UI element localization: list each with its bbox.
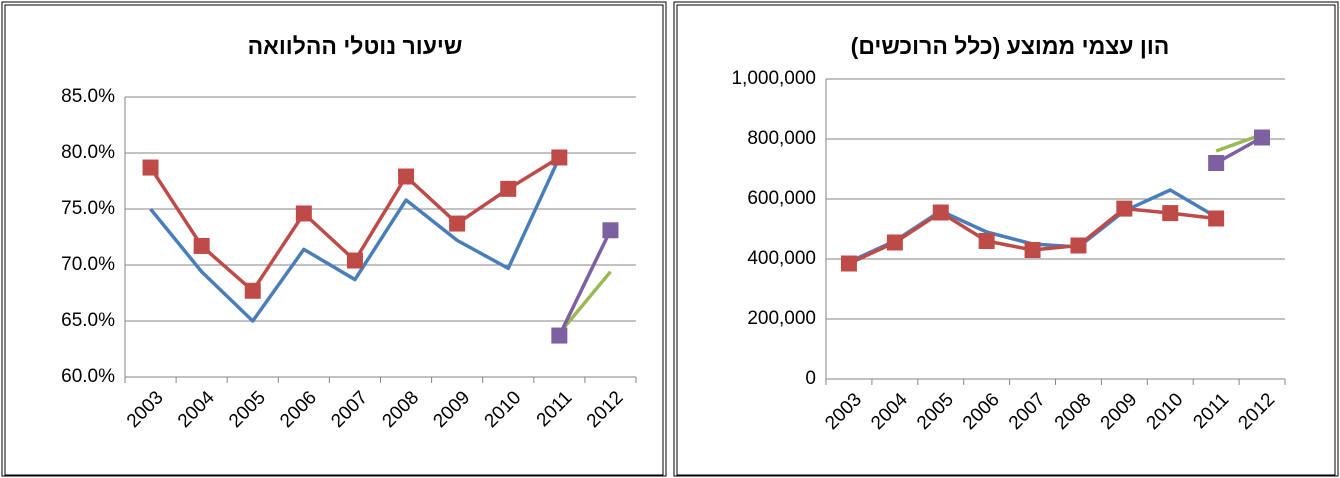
x-tick-label: 2005	[913, 389, 958, 434]
marker	[1208, 210, 1225, 227]
marker	[244, 282, 261, 299]
series-line	[557, 229, 613, 337]
y-tick-label: 200,000	[747, 308, 816, 329]
series-line	[149, 156, 561, 323]
x-tick-label: 2009	[429, 387, 474, 432]
y-tick-label: 60.0%	[61, 366, 115, 387]
panel-border	[1, 1, 667, 477]
x-tick-label: 2008	[1051, 389, 1096, 434]
marker	[840, 255, 857, 272]
marker	[1070, 237, 1087, 254]
x-tick-label: 2006	[959, 389, 1004, 434]
marker	[932, 204, 949, 221]
marker	[295, 205, 312, 222]
series-line	[558, 270, 612, 335]
y-tick-label: 75.0%	[61, 198, 115, 219]
x-tick-label: 2010	[1143, 389, 1188, 434]
y-tick-label: 85.0%	[61, 86, 115, 107]
marker	[1116, 200, 1133, 217]
y-tick-label: 800,000	[747, 128, 816, 149]
y-tick-label: 65.0%	[61, 310, 115, 331]
marker	[142, 159, 159, 176]
x-tick-label: 2009	[1097, 389, 1142, 434]
y-tick-label: 1,000,000	[731, 68, 816, 89]
x-tick-label: 2007	[1005, 389, 1050, 434]
panel-border	[4, 4, 664, 476]
chart-title: הון עצמי ממוצע (כלל הרוכשים)	[851, 33, 1170, 59]
x-tick-label: 2012	[583, 387, 628, 432]
marker	[1208, 155, 1225, 171]
marker	[1254, 129, 1271, 146]
x-tick-label: 2007	[327, 387, 372, 432]
marker	[978, 233, 995, 249]
marker	[551, 327, 568, 344]
marker	[193, 237, 210, 254]
panel-border	[676, 4, 1336, 476]
series-line	[149, 155, 561, 293]
x-tick-label: 2005	[225, 387, 270, 432]
x-tick-label: 2004	[174, 387, 219, 432]
marker	[1024, 242, 1041, 258]
x-tick-label: 2004	[867, 389, 912, 434]
marker	[1162, 205, 1179, 222]
x-tick-label: 2003	[123, 387, 168, 432]
marker	[886, 234, 903, 251]
marker	[602, 222, 619, 239]
chart-title: שיעור נוטלי ההלוואה	[248, 33, 463, 59]
panel-border	[673, 1, 1339, 477]
x-tick-label: 2006	[276, 387, 321, 432]
x-tick-label: 2011	[533, 387, 577, 431]
marker	[346, 252, 363, 269]
x-tick-label: 2011	[1189, 389, 1233, 433]
marker	[500, 180, 517, 197]
marker	[398, 168, 415, 185]
y-tick-label: 400,000	[747, 248, 816, 269]
x-tick-label: 2003	[821, 389, 866, 434]
marker	[449, 215, 466, 232]
y-tick-label: 0	[805, 368, 816, 389]
y-tick-label: 600,000	[747, 188, 816, 209]
y-tick-label: 70.0%	[61, 254, 115, 275]
x-tick-label: 2010	[481, 387, 526, 432]
y-tick-label: 80.0%	[61, 142, 115, 163]
x-tick-label: 2012	[1234, 389, 1279, 434]
marker	[551, 149, 568, 166]
x-tick-label: 2008	[378, 387, 423, 432]
